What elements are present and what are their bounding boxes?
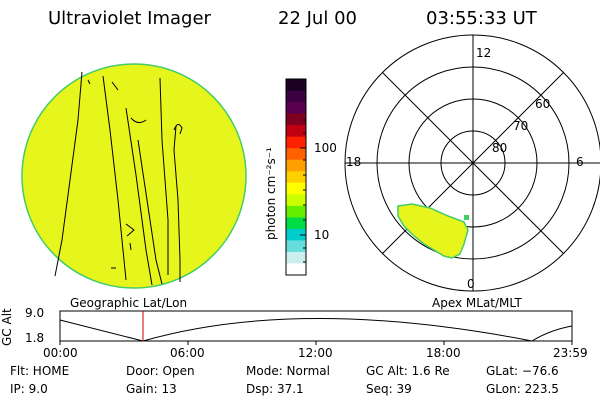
mode-info: Mode: Normal — [246, 364, 330, 378]
altitude-plot — [59, 310, 573, 345]
glat-info: GLat: −76.6 — [486, 364, 559, 378]
ip-info: IP: 9.0 — [10, 382, 48, 396]
altitude-curve — [59, 318, 573, 342]
mlat-label-80: 80 — [492, 141, 508, 155]
geographic-disk — [21, 63, 247, 289]
gc-alt-info: GC Alt: 1.6 Re — [366, 364, 450, 378]
colorbar-segment — [286, 205, 306, 218]
colorbar-segment — [286, 90, 306, 103]
polar-plot — [344, 34, 600, 292]
colorbar-segment — [286, 240, 306, 253]
mlt-label-12: 12 — [476, 46, 492, 60]
colorbar-segment — [286, 113, 306, 126]
colorbar-unit-label: photon cm⁻²s⁻¹ — [264, 147, 278, 240]
mlat-label-70: 70 — [513, 119, 529, 133]
colorbar-segment — [286, 263, 306, 276]
aurora-spot — [464, 215, 469, 220]
alt-xtick-2359: 23:59 — [553, 346, 588, 360]
colorbar — [285, 78, 307, 276]
alt-xtick-0000: 00:00 — [43, 346, 78, 360]
auroral-oval — [397, 203, 469, 259]
colorbar-segment — [286, 136, 306, 149]
colorbar-segment — [286, 148, 306, 161]
alt-ytick-1-8: 1.8 — [25, 331, 45, 345]
colorbar-segment — [286, 182, 306, 195]
apex-panel-label: Apex MLat/MLT — [432, 296, 522, 310]
seq-info: Seq: 39 — [366, 382, 412, 396]
image-time: 03:55:33 UT — [426, 8, 537, 29]
colorbar-tick-100: 100 — [314, 141, 337, 155]
colorbar-segment — [286, 102, 306, 115]
colorbar-segment — [286, 125, 306, 138]
colorbar-segment — [286, 159, 306, 172]
flight-info: Flt: HOME — [10, 364, 70, 378]
colorbar-segment — [286, 217, 306, 230]
alt-xtick-0600: 06:00 — [170, 346, 205, 360]
door-info: Door: Open — [126, 364, 195, 378]
geographic-image — [21, 63, 247, 289]
alt-xtick-1200: 12:00 — [298, 346, 333, 360]
colorbar-segment — [286, 228, 306, 242]
gain-info: Gain: 13 — [126, 382, 177, 396]
mlat-label-60: 60 — [535, 97, 551, 111]
glon-info: GLon: 223.5 — [486, 382, 559, 396]
gc-alt-axis-label: GC Alt — [0, 308, 14, 346]
instrument-title: Ultraviolet Imager — [48, 8, 211, 29]
colorbar-tick-10: 10 — [314, 228, 330, 242]
colorbar-segment — [286, 194, 306, 207]
mlt-label-0: 0 — [467, 277, 475, 291]
coastlines — [54, 71, 183, 286]
image-date: 22 Jul 00 — [278, 8, 357, 29]
colorbar-segment — [286, 79, 306, 92]
geographic-panel-label: Geographic Lat/Lon — [70, 296, 188, 310]
alt-ytick-9: 9.0 — [25, 306, 45, 320]
dsp-info: Dsp: 37.1 — [246, 382, 304, 396]
alt-xtick-1800: 18:00 — [426, 346, 461, 360]
mlt-label-18: 18 — [346, 155, 362, 169]
mlt-label-6: 6 — [576, 155, 584, 169]
altitude-plot-frame — [59, 310, 573, 342]
colorbar-segment — [286, 171, 306, 184]
colorbar-segment — [286, 251, 306, 265]
